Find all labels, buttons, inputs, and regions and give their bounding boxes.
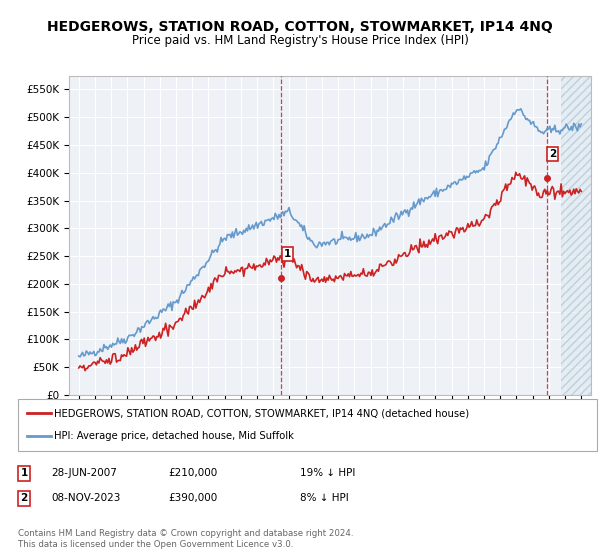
Text: HEDGEROWS, STATION ROAD, COTTON, STOWMARKET, IP14 4NQ: HEDGEROWS, STATION ROAD, COTTON, STOWMAR… [47,20,553,34]
Text: 1: 1 [20,468,28,478]
Text: 2: 2 [549,149,556,159]
Text: £210,000: £210,000 [168,468,217,478]
Text: 19% ↓ HPI: 19% ↓ HPI [300,468,355,478]
Text: HPI: Average price, detached house, Mid Suffolk: HPI: Average price, detached house, Mid … [54,431,294,441]
Text: Price paid vs. HM Land Registry's House Price Index (HPI): Price paid vs. HM Land Registry's House … [131,34,469,46]
Text: 2: 2 [20,493,28,503]
Text: 08-NOV-2023: 08-NOV-2023 [51,493,121,503]
Text: 1: 1 [284,249,291,259]
Text: 28-JUN-2007: 28-JUN-2007 [51,468,117,478]
Bar [561,76,591,395]
Text: HEDGEROWS, STATION ROAD, COTTON, STOWMARKET, IP14 4NQ (detached house): HEDGEROWS, STATION ROAD, COTTON, STOWMAR… [54,408,469,418]
Text: 8% ↓ HPI: 8% ↓ HPI [300,493,349,503]
Text: £390,000: £390,000 [168,493,217,503]
Text: Contains HM Land Registry data © Crown copyright and database right 2024.
This d: Contains HM Land Registry data © Crown c… [18,529,353,549]
